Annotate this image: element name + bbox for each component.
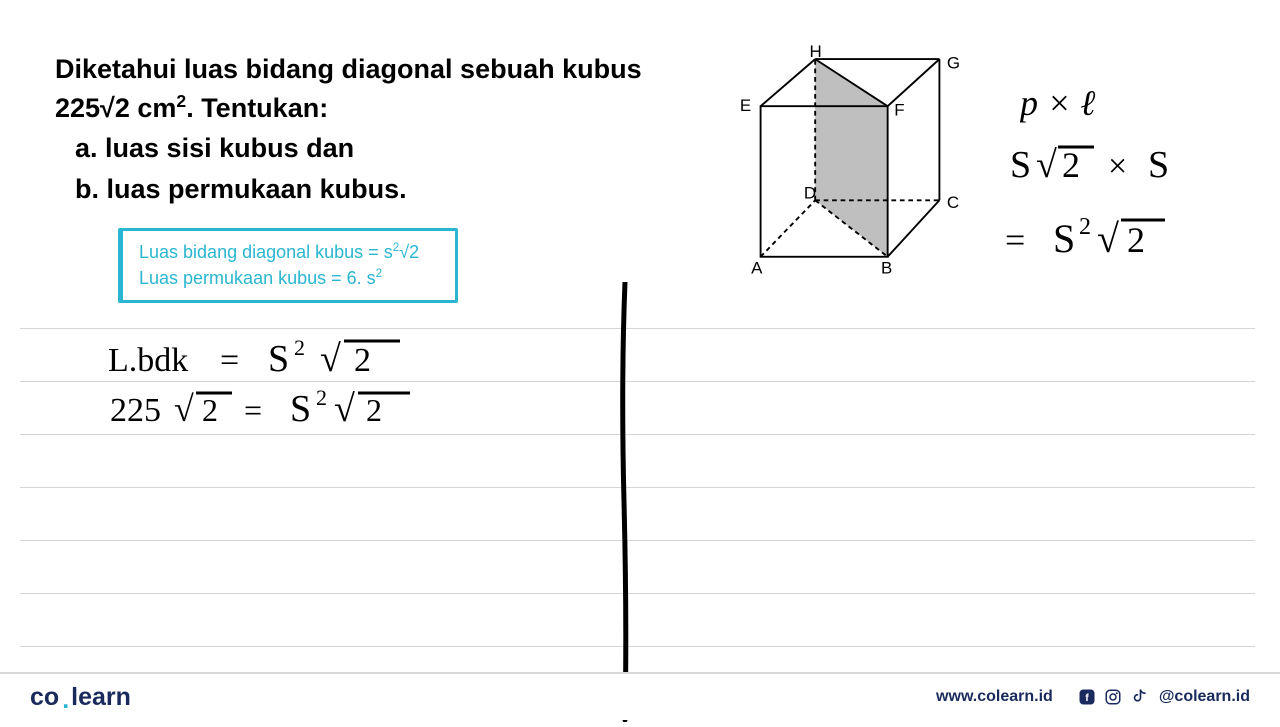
formula-line-1: Luas bidang diagonal kubus = s2√2	[139, 240, 439, 265]
edge-FG	[888, 59, 940, 106]
svg-text:×: ×	[1108, 148, 1127, 185]
svg-text:=: =	[220, 342, 239, 379]
label-G: G	[947, 54, 960, 73]
label-H: H	[810, 45, 822, 61]
edge-EH	[761, 59, 816, 106]
svg-text:2: 2	[366, 392, 382, 428]
label-F: F	[894, 101, 904, 120]
diagonal-plane	[815, 59, 887, 257]
edge-BC	[888, 200, 940, 256]
svg-text:=: =	[244, 392, 262, 428]
svg-text:√: √	[174, 389, 194, 429]
instagram-icon	[1103, 687, 1123, 707]
svg-text:2: 2	[354, 342, 371, 379]
svg-text:S: S	[1148, 144, 1169, 186]
problem-statement: Diketahui luas bidang diagonal sebuah ku…	[55, 50, 695, 209]
logo-dot: .	[59, 686, 71, 715]
svg-text:S: S	[290, 388, 311, 430]
footer-bar: co . learn www.colearn.id f @colearn.id	[0, 672, 1280, 720]
footer-website: www.colearn.id	[936, 688, 1053, 706]
svg-text:2: 2	[1062, 145, 1080, 185]
logo-co: co	[30, 683, 59, 712]
svg-text:√: √	[320, 338, 341, 380]
svg-text:2: 2	[1127, 220, 1145, 260]
handwriting-equals-s2root2: = S 2 √ 2	[1005, 210, 1225, 279]
problem-option-b: b. luas permukaan kubus.	[55, 169, 695, 210]
tiktok-icon	[1129, 687, 1149, 707]
svg-text:=: =	[1005, 220, 1025, 260]
label-A: A	[751, 259, 763, 278]
vertical-divider	[615, 282, 635, 727]
svg-text:f: f	[1085, 692, 1089, 704]
logo-learn: learn	[71, 683, 131, 712]
label-B: B	[881, 259, 892, 278]
facebook-icon: f	[1077, 687, 1097, 707]
svg-text:S: S	[1053, 216, 1075, 261]
handwriting-p-times-l: p × ℓ	[1020, 80, 1150, 139]
cube-diagram: A B C D E F G H	[720, 45, 980, 290]
svg-text:√: √	[1036, 144, 1057, 186]
svg-text:L.bdk: L.bdk	[108, 342, 188, 379]
svg-text:√: √	[334, 388, 355, 430]
svg-text:p × ℓ: p × ℓ	[1020, 83, 1095, 123]
handwriting-sroot2-times-s: S √ 2 × S	[1010, 135, 1230, 204]
svg-text:S: S	[268, 338, 289, 380]
label-E: E	[740, 96, 751, 115]
formula-box: Luas bidang diagonal kubus = s2√2 Luas p…	[118, 228, 458, 303]
rule-line	[20, 328, 1255, 329]
problem-line-1: Diketahui luas bidang diagonal sebuah ku…	[55, 50, 695, 89]
svg-text:2: 2	[1079, 214, 1091, 240]
rule-line	[20, 646, 1255, 647]
problem-line-2: 225√2 cm2. Tentukan:	[55, 89, 695, 128]
svg-text:225: 225	[110, 392, 161, 429]
rule-line	[20, 593, 1255, 594]
svg-text:S: S	[1010, 144, 1031, 186]
svg-text:2: 2	[316, 385, 327, 410]
footer-handle: @colearn.id	[1159, 688, 1250, 706]
label-C: C	[947, 193, 959, 212]
svg-text:√: √	[1097, 216, 1119, 261]
edge-AD	[761, 200, 816, 256]
label-D: D	[804, 183, 816, 202]
svg-text:2: 2	[202, 392, 218, 428]
svg-text:2: 2	[294, 335, 305, 360]
problem-option-a: a. luas sisi kubus dan	[55, 128, 695, 169]
formula-line-2: Luas permukaan kubus = 6. s2	[139, 266, 439, 291]
handwriting-225root2-line: 225 √ 2 = S 2 √ 2	[110, 385, 470, 444]
rule-line	[20, 487, 1255, 488]
footer-social: f @colearn.id	[1077, 687, 1250, 707]
rule-line	[20, 540, 1255, 541]
